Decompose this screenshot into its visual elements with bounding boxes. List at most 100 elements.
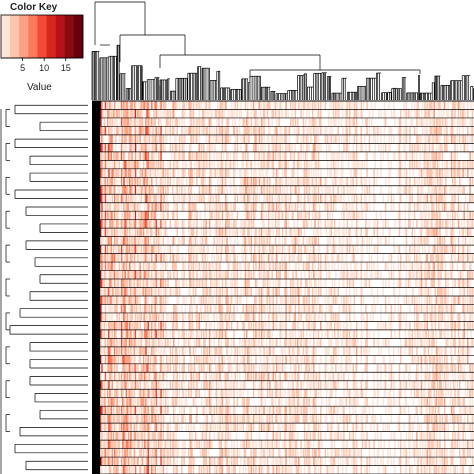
heatmap-cell: [196, 236, 198, 246]
heatmap-cell: [199, 448, 202, 458]
heatmap-cell: [272, 202, 275, 212]
heatmap-cell: [145, 109, 147, 119]
heatmap-cell: [214, 211, 217, 221]
heatmap-cell: [213, 321, 216, 331]
heatmap-cell: [247, 194, 249, 204]
heatmap-cell: [144, 168, 146, 178]
heatmap-cell: [174, 194, 176, 204]
heatmap-cell: [151, 185, 153, 195]
heatmap-cell: [259, 160, 262, 170]
heatmap-cell: [236, 304, 239, 314]
heatmap-cell: [294, 101, 297, 110]
heatmap-cell: [258, 151, 261, 161]
heatmap-cell: [124, 134, 126, 144]
heatmap-cell: [226, 117, 228, 127]
heatmap-cell: [234, 117, 236, 127]
heatmap-cell: [154, 448, 157, 458]
heatmap-cell: [258, 321, 261, 331]
heatmap-cell: [220, 160, 222, 170]
heatmap-cell: [127, 151, 130, 161]
heatmap-cell: [234, 253, 236, 263]
heatmap-cell: [254, 363, 256, 373]
heatmap-cell: [250, 321, 253, 331]
heatmap-cell: [109, 117, 111, 127]
heatmap-cell: [122, 211, 124, 221]
heatmap-cell: [205, 219, 207, 229]
heatmap-cell: [210, 287, 212, 297]
heatmap-cell: [118, 245, 121, 254]
heatmap-cell: [210, 295, 212, 305]
heatmap-cell: [271, 440, 273, 449]
heatmap-cell: [117, 295, 119, 305]
heatmap-cell: [217, 126, 219, 136]
heatmap-cell: [92, 101, 94, 474]
heatmap-cell: [129, 236, 131, 246]
heatmap-cell: [288, 202, 291, 212]
heatmap-cell: [230, 202, 233, 212]
heatmap-cell: [173, 262, 175, 271]
heatmap-cell: [276, 414, 278, 424]
heatmap-cell: [131, 465, 133, 474]
heatmap-cell: [181, 109, 183, 119]
heatmap-cell: [160, 262, 162, 271]
heatmap-cell: [215, 219, 218, 229]
heatmap-cell: [226, 397, 228, 407]
heatmap-cell: [271, 397, 273, 407]
heatmap-cell: [190, 448, 192, 458]
heatmap-cell: [214, 457, 217, 466]
heatmap-cell: [261, 101, 263, 110]
heatmap-cell: [133, 185, 136, 195]
heatmap-cell: [259, 457, 262, 466]
heatmap-cell: [201, 160, 204, 170]
heatmap-cell: [124, 338, 126, 348]
heatmap-cell: [113, 245, 116, 254]
heatmap-cell: [157, 338, 160, 348]
heatmap-cell: [118, 270, 121, 280]
heatmap-cell: [182, 236, 184, 246]
heatmap-cell: [134, 160, 137, 170]
heatmap-cell: [242, 440, 244, 449]
heatmap-cell: [225, 228, 227, 237]
heatmap-cell: [236, 270, 239, 280]
heatmap-cell: [163, 414, 166, 424]
heatmap-cell: [245, 262, 248, 271]
heatmap-cell: [144, 355, 146, 365]
heatmap-cell: [215, 295, 218, 305]
heatmap-cell: [254, 338, 256, 348]
heatmap-cell: [109, 202, 111, 212]
heatmap-cell: [257, 329, 260, 339]
heatmap-cell: [160, 338, 162, 348]
heatmap-cell: [164, 117, 167, 127]
heatmap-cell: [161, 338, 163, 348]
heatmap-cell: [225, 143, 227, 153]
heatmap-cell: [211, 372, 213, 382]
heatmap-cell: [267, 355, 270, 365]
heatmap-cell: [221, 465, 224, 474]
color-key-swatch: [64, 15, 75, 58]
heatmap-cell: [291, 440, 293, 449]
heatmap-cell: [159, 406, 161, 416]
heatmap-cell: [251, 219, 254, 229]
heatmap-cell: [201, 236, 204, 246]
heatmap-cell: [285, 321, 287, 331]
heatmap-cell: [155, 202, 158, 212]
heatmap-cell: [119, 151, 122, 161]
heatmap-cell: [298, 372, 300, 382]
heatmap-cell: [274, 134, 277, 144]
heatmap-cell: [163, 228, 166, 237]
heatmap-cell: [190, 312, 192, 322]
heatmap-cell: [147, 262, 150, 271]
heatmap-cell: [162, 262, 165, 271]
heatmap-cell: [288, 406, 291, 416]
heatmap-cell: [103, 151, 106, 161]
heatmap-cell: [151, 202, 153, 212]
heatmap-cell: [139, 389, 141, 399]
heatmap-cell: [149, 372, 152, 382]
heatmap-cell: [244, 245, 247, 254]
heatmap-cell: [284, 372, 286, 382]
heatmap-cell: [129, 245, 131, 254]
heatmap-cell: [177, 219, 180, 229]
heatmap-cell: [130, 194, 132, 204]
heatmap-cell: [138, 194, 140, 204]
heatmap-cell: [276, 168, 278, 178]
